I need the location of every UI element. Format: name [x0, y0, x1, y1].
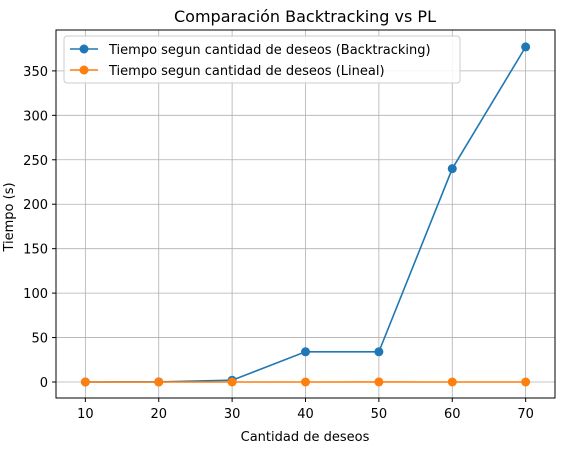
legend-box — [63, 35, 461, 84]
x-tick-label: 10 — [77, 407, 94, 422]
legend: Tiempo segun cantidad de deseos (Backtra… — [63, 35, 461, 84]
series-0-point — [374, 347, 384, 357]
plot-series — [80, 42, 531, 387]
y-tick-label: 50 — [31, 332, 48, 347]
y-tick-label: 0 — [40, 376, 48, 391]
series-1-point — [227, 377, 237, 387]
chart-title: Comparación Backtracking vs PL — [174, 7, 436, 26]
series-0-point — [521, 42, 531, 52]
series-1-point — [521, 377, 531, 387]
y-tick-label: 200 — [23, 198, 48, 213]
legend-marker — [79, 44, 89, 54]
x-tick-label: 30 — [224, 407, 241, 422]
series-1-point — [154, 377, 164, 387]
x-tick-label: 20 — [150, 407, 167, 422]
y-axis-title: Tiempo (s) — [2, 182, 17, 252]
series-1-point — [447, 377, 457, 387]
y-tick-label: 350 — [23, 65, 48, 80]
x-tick-label: 60 — [444, 407, 461, 422]
y-tick-label: 250 — [23, 154, 48, 169]
series-1-point — [301, 377, 310, 387]
legend-marker — [79, 65, 89, 75]
x-tick-label: 70 — [517, 407, 534, 422]
y-tick-label: 150 — [23, 243, 48, 258]
x-tick-label: 40 — [297, 407, 314, 422]
series-0-point — [447, 164, 457, 174]
x-tick-label: 50 — [371, 407, 388, 422]
axis-ticks: 10 20 30 40 50 60 70 0 50 100 150 200 250 300 350 — [23, 65, 534, 422]
x-axis-title: Cantidad de deseos — [241, 430, 370, 445]
y-tick-label: 300 — [23, 109, 48, 124]
y-tick-label: 100 — [23, 287, 48, 302]
legend-label: Tiempo segun cantidad de deseos (Backtra… — [108, 43, 431, 58]
series-1-point — [374, 377, 384, 387]
legend-label: Tiempo segun cantidad de deseos (Lineal) — [108, 64, 385, 79]
series-0-point — [301, 347, 310, 357]
series-1-point — [80, 377, 90, 387]
